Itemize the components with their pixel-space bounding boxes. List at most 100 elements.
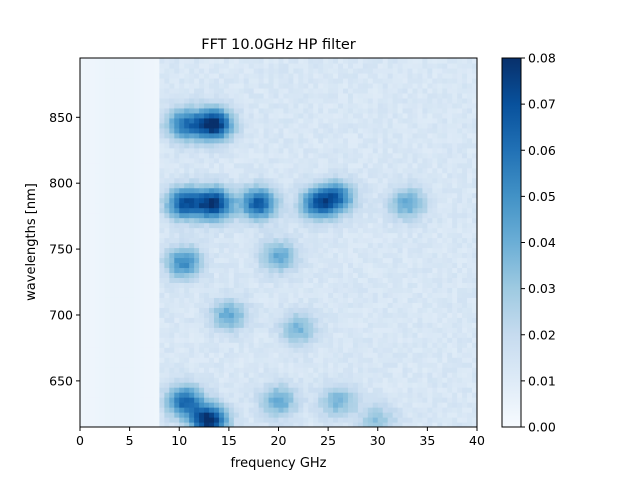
heatmap-cell	[278, 132, 285, 139]
heatmap-cell	[129, 257, 136, 264]
heatmap-cell	[169, 227, 175, 234]
heatmap-cell	[253, 117, 260, 124]
heatmap-cell	[313, 87, 319, 94]
heatmap-cell	[89, 177, 96, 184]
heatmap-cell	[323, 167, 329, 174]
heatmap-cell	[288, 342, 294, 348]
heatmap-cell	[233, 177, 240, 184]
heatmap-cell	[253, 272, 260, 279]
heatmap-cell	[248, 367, 255, 373]
heatmap-cell	[283, 397, 290, 403]
heatmap-cell	[268, 277, 275, 283]
heatmap-cell	[338, 327, 344, 333]
heatmap-cell	[313, 62, 319, 69]
heatmap-cell	[293, 292, 299, 298]
heatmap-cell	[333, 342, 339, 348]
heatmap-cell	[253, 237, 260, 244]
heatmap-cell	[223, 197, 230, 204]
heatmap-cell	[129, 92, 136, 99]
heatmap-cell	[323, 352, 329, 358]
heatmap-cell	[223, 422, 230, 427]
heatmap-cell	[318, 342, 324, 348]
heatmap-cell	[213, 82, 220, 89]
heatmap-cell	[189, 97, 195, 104]
heatmap-cell	[338, 207, 344, 214]
heatmap-cell	[164, 262, 170, 269]
heatmap-cell	[159, 252, 165, 259]
heatmap-cell	[209, 157, 215, 164]
heatmap-cell	[338, 182, 344, 189]
heatmap-cell	[213, 172, 220, 179]
heatmap-cell	[298, 77, 304, 84]
heatmap-cell	[89, 352, 96, 358]
heatmap-cell	[179, 147, 185, 154]
heatmap-cell	[124, 412, 131, 418]
heatmap-cell	[263, 307, 270, 313]
heatmap-cell	[184, 177, 190, 184]
heatmap-cell	[109, 132, 116, 139]
heatmap-cell	[184, 192, 190, 199]
heatmap-cell	[357, 147, 364, 154]
heatmap-cell	[149, 352, 156, 358]
heatmap-cell	[129, 362, 136, 368]
heatmap-cell	[213, 152, 220, 159]
heatmap-cell	[377, 287, 384, 293]
heatmap-cell	[129, 267, 136, 274]
heatmap-cell	[199, 267, 205, 274]
heatmap-cell	[328, 417, 334, 423]
heatmap-cell	[194, 277, 200, 283]
heatmap-cell	[204, 307, 210, 313]
heatmap-cell	[392, 357, 399, 363]
heatmap-cell	[268, 412, 275, 418]
heatmap-cell	[209, 417, 215, 423]
heatmap-cell	[318, 62, 324, 69]
heatmap-cell	[293, 302, 299, 308]
heatmap-cell	[174, 357, 180, 363]
heatmap-cell	[407, 132, 414, 139]
heatmap-cell	[382, 192, 389, 199]
heatmap-cell	[179, 252, 185, 259]
heatmap-cell	[204, 207, 210, 214]
heatmap-cell	[114, 392, 121, 398]
heatmap-cell	[134, 367, 141, 373]
heatmap-cell	[338, 152, 344, 159]
heatmap-cell	[407, 407, 414, 413]
heatmap-cell	[402, 87, 409, 94]
heatmap-cell	[89, 192, 96, 199]
heatmap-cell	[357, 162, 364, 169]
heatmap-cell	[328, 107, 334, 114]
heatmap-cell	[228, 272, 235, 279]
heatmap-cell	[80, 362, 86, 368]
heatmap-cell	[223, 117, 230, 124]
heatmap-cell	[343, 317, 349, 323]
heatmap-cell	[313, 337, 319, 343]
heatmap-cell	[233, 87, 240, 94]
heatmap-cell	[352, 207, 359, 214]
heatmap-cell	[159, 92, 165, 99]
heatmap-cell	[80, 357, 86, 363]
heatmap-cell	[283, 422, 290, 427]
heatmap-cell	[392, 132, 399, 139]
heatmap-cell	[407, 127, 414, 134]
heatmap-cell	[288, 132, 294, 139]
heatmap-cell	[323, 237, 329, 244]
heatmap-cell	[213, 362, 220, 368]
heatmap-cell	[362, 352, 369, 358]
heatmap-cell	[104, 177, 111, 184]
heatmap-cell	[338, 222, 344, 229]
heatmap-cell	[347, 127, 354, 134]
heatmap-cell	[204, 167, 210, 174]
heatmap-cell	[392, 372, 399, 378]
heatmap-cell	[253, 152, 260, 159]
heatmap-cell	[184, 392, 190, 398]
heatmap-cell	[104, 367, 111, 373]
heatmap-cell	[293, 212, 299, 219]
heatmap-cell	[397, 397, 404, 403]
heatmap-cell	[268, 152, 275, 159]
heatmap-cell	[397, 202, 404, 209]
heatmap-cell	[179, 397, 185, 403]
heatmap-cell	[159, 177, 165, 184]
heatmap-cell	[298, 242, 304, 249]
heatmap-cell	[372, 267, 379, 274]
heatmap-cell	[387, 162, 394, 169]
